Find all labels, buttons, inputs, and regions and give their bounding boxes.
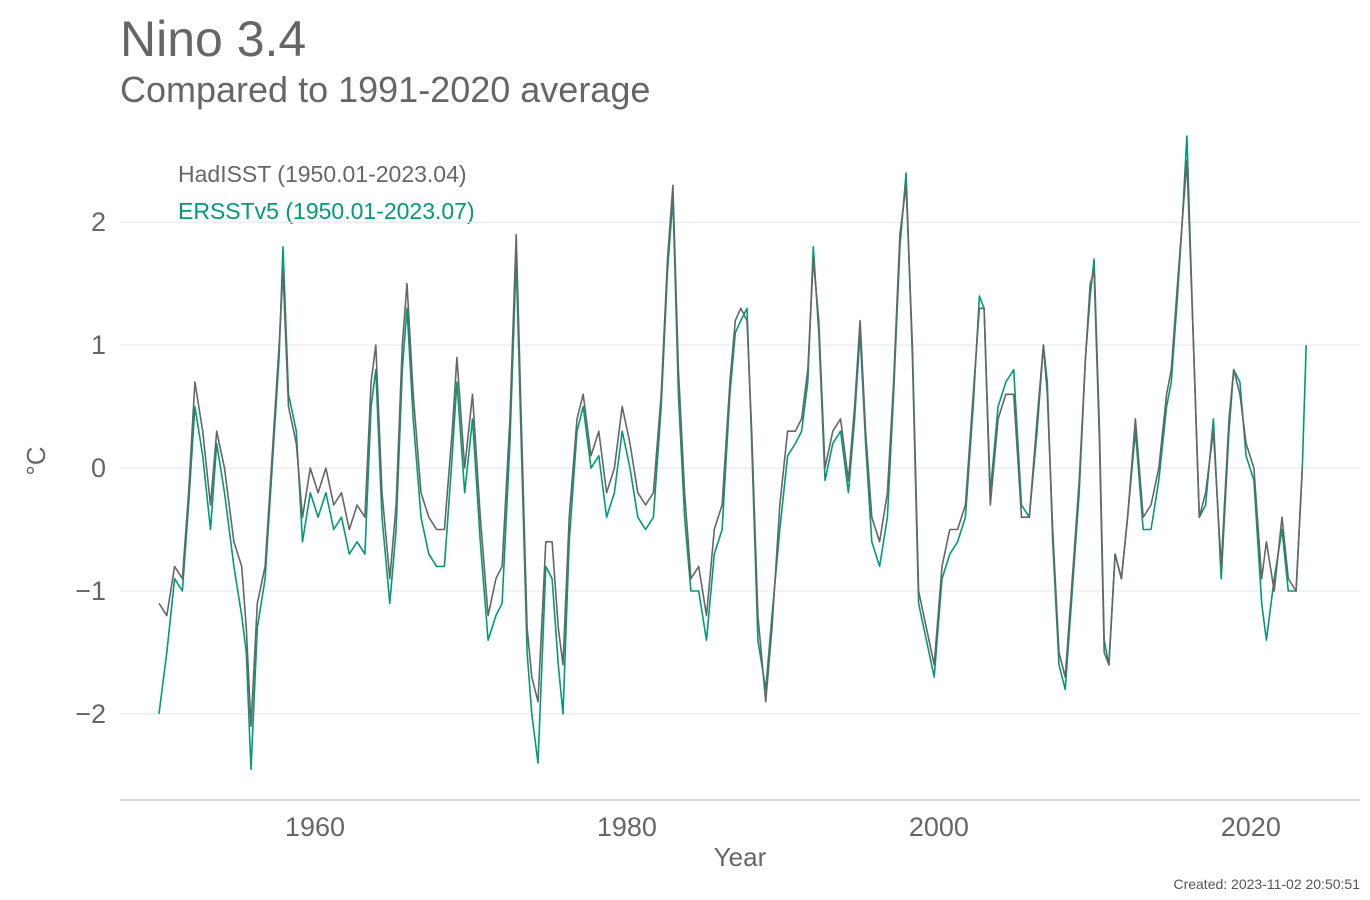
series-line-hadisst	[158, 159, 1304, 728]
x-tick-label-1: 1980	[597, 812, 657, 842]
series-line-ersstv5	[158, 135, 1307, 771]
chart-title: Nino 3.4	[120, 11, 307, 67]
legend-entry-ersstv5: ERSSTv5 (1950.01-2023.07)	[178, 198, 475, 224]
y-axis-label: °C	[21, 446, 51, 475]
y-tick-label-4: 2	[91, 207, 106, 237]
chart-subtitle: Compared to 1991-2020 average	[120, 69, 651, 110]
x-tick-label-3: 2020	[1221, 812, 1281, 842]
y-tick-label-1: −1	[75, 576, 106, 606]
x-tick-label-0: 1960	[285, 812, 345, 842]
y-tick-label-0: −2	[75, 699, 106, 729]
axes: −2 −1 0 1 2 1960 1980 2000 2020	[75, 207, 1360, 842]
legend: HadISST (1950.01-2023.04) ERSSTv5 (1950.…	[178, 156, 475, 230]
y-tick-label-3: 1	[91, 330, 106, 360]
series-lines	[158, 135, 1307, 771]
y-tick-label-2: 0	[91, 453, 106, 483]
x-tick-label-2: 2000	[909, 812, 969, 842]
gridlines	[120, 221, 1360, 715]
created-timestamp: Created: 2023-11-02 20:50:51	[1173, 876, 1360, 892]
legend-entry-hadisst: HadISST (1950.01-2023.04)	[178, 161, 467, 187]
x-axis-label: Year	[714, 842, 767, 872]
